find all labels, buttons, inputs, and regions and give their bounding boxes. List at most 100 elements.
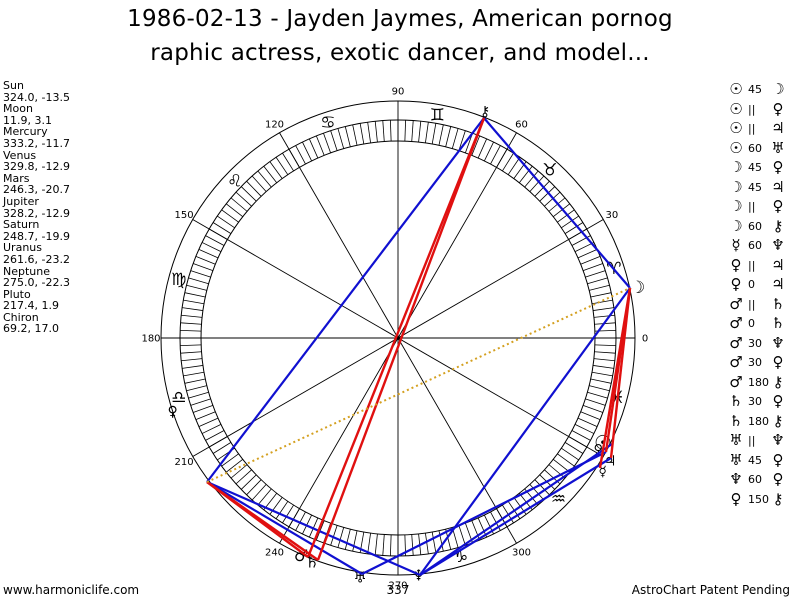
degree-tick [431, 123, 437, 145]
degree-tick [190, 270, 211, 278]
degree-label: 120 [265, 120, 284, 131]
virgo-icon: ♍ [171, 270, 186, 290]
degree-tick [251, 484, 267, 501]
degree-tick [193, 263, 214, 271]
planet-coordinates: 261.6, -23.2 [3, 252, 70, 266]
aspect-angle: 60 [748, 239, 762, 252]
aspect-angle: 180 [748, 414, 769, 428]
aspect-entry: ♄ 180 ⚷ [726, 412, 800, 432]
aspect-planet-2-glyph: ♄ [771, 314, 785, 332]
degree-tick [198, 417, 219, 428]
degree-label: 270 [388, 581, 407, 592]
degree-tick [180, 344, 202, 347]
degree-tick [374, 121, 378, 143]
aspect-planet-1-glyph: ☽ [729, 158, 743, 176]
aspect-planet-2-glyph: ⚷ [772, 411, 784, 430]
degree-label: 210 [175, 457, 194, 468]
degree-tick [411, 534, 414, 556]
degree-tick [594, 351, 616, 354]
degree-tick [295, 145, 306, 165]
aspect-line-blue [206, 480, 421, 577]
aspect-angle: 30 [748, 336, 762, 350]
planet-coordinates: 324.0, -13.5 [3, 90, 70, 104]
degree-tick [230, 197, 248, 212]
degree-tick [188, 277, 209, 285]
aspect-planet-1-glyph: ♄ [729, 392, 743, 410]
degree-tick [180, 322, 202, 325]
degree-tick [594, 344, 616, 347]
degree-tick [263, 165, 278, 184]
cancer-icon: ♋ [320, 113, 335, 133]
aspect-planet-2-glyph: ♀ [772, 99, 784, 118]
degree-tick [589, 385, 610, 392]
degree-tick [458, 525, 466, 546]
degree-tick [389, 534, 392, 556]
aspect-line-red [609, 287, 632, 459]
degree-tick [190, 398, 211, 406]
leo-icon: ♌ [227, 171, 242, 191]
degree-tick [295, 511, 306, 531]
aspect-planet-1-glyph: ☽ [729, 216, 743, 235]
aspect-planet-2-glyph: ♃ [771, 119, 785, 137]
planet-name: Pluto [3, 287, 31, 301]
degree-tick [587, 277, 608, 285]
aspect-planet-1-glyph: ☉ [729, 99, 743, 118]
degree-tick [282, 504, 294, 524]
aspect-planet-2-glyph: ♅ [771, 138, 785, 157]
degree-tick [561, 447, 579, 461]
degree-tick [564, 442, 584, 454]
degree-label: 90 [392, 87, 405, 98]
aspect-entry: ☉ || ♀ [726, 100, 800, 120]
aspect-planet-1-glyph: ♂ [729, 314, 743, 332]
aspect-line-blue [361, 451, 607, 575]
degree-tick [591, 371, 613, 377]
aspect-planet-2-glyph: ♄ [771, 294, 785, 313]
degree-tick [330, 130, 338, 151]
degree-tick [359, 123, 365, 145]
planet-coordinates: 333.2, -11.7 [3, 136, 70, 150]
degree-tick [257, 488, 272, 506]
degree-tick [182, 307, 203, 311]
degree-tick [539, 186, 556, 202]
aspect-planet-1-glyph: ♂ [729, 353, 743, 371]
aspect-planet-1-glyph: ☿ [731, 236, 741, 254]
aspect-line-red [306, 117, 486, 558]
degree-tick [198, 248, 219, 259]
aspect-planet-2-glyph: ♀ [772, 197, 784, 215]
aspect-angle: || [748, 297, 756, 311]
aspect-entry: ☉ 45 ☽ [726, 80, 800, 100]
aspect-planet-2-glyph: ⚷ [772, 489, 784, 508]
degree-label: 240 [265, 547, 284, 558]
degree-tick [425, 533, 429, 554]
aspect-entry: ☉ || ♃ [726, 119, 800, 139]
aspect-angle: 60 [748, 473, 762, 486]
title-line-1: 1986-02-13 - Jayden Jaymes, American por… [127, 6, 673, 32]
degree-tick [182, 365, 203, 369]
aspect-planet-1-glyph: ♂ [729, 372, 743, 391]
aspect-planet-1-glyph: ♂ [729, 333, 743, 352]
aspect-entry: ♅ 45 ♀ [726, 451, 800, 471]
aspect-entry: ♂ 30 ♀ [726, 353, 800, 373]
aspect-planet-2-glyph: ⚷ [772, 372, 784, 391]
degree-tick [337, 527, 345, 548]
degree-tick [471, 135, 481, 156]
degree-label: 60 [515, 120, 528, 131]
aspect-planet-1-glyph: ♆ [729, 470, 743, 488]
degree-tick [593, 365, 614, 369]
aspect-angle: 30 [748, 356, 762, 369]
degree-tick [564, 222, 584, 234]
degree-label: 150 [175, 210, 194, 221]
degree-tick [186, 385, 207, 392]
aspect-angle: || [748, 102, 756, 116]
moon-icon: ☽ [630, 278, 645, 298]
degree-tick [404, 120, 407, 142]
planet-coordinates: 217.4, 1.9 [3, 299, 59, 313]
planet-entry-neptune: Neptune 275.0, -22.3 [3, 265, 103, 289]
aspect-line-dotted [206, 287, 631, 483]
degree-tick [195, 255, 216, 265]
aspect-entry: ♆ 60 ♀ [726, 470, 800, 490]
aspect-planet-1-glyph: ♀ [730, 255, 742, 274]
bottom-degree-label: 337 [387, 583, 410, 597]
degree-tick [382, 120, 385, 142]
